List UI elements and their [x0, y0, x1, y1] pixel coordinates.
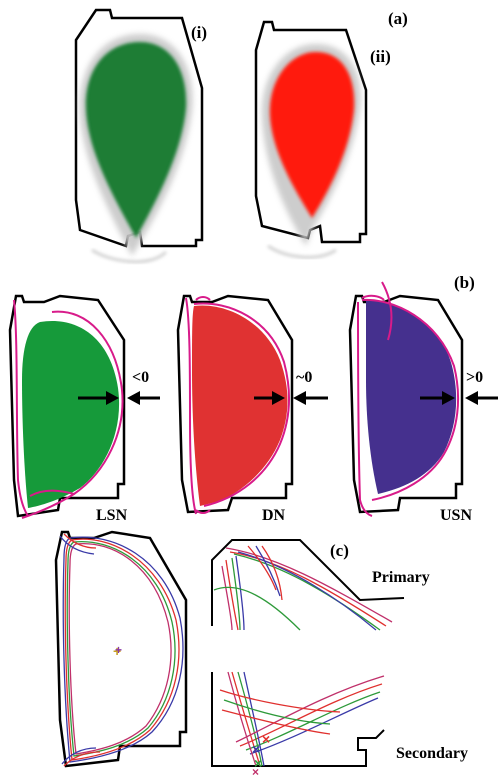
vessel-wall-dn	[176, 294, 294, 514]
sign-lsn: <0	[132, 369, 149, 386]
flux-surfaces	[59, 533, 184, 767]
arrows-usn	[420, 391, 498, 405]
flux-secondary	[219, 671, 385, 767]
panel-a-label: (a)	[388, 9, 408, 28]
panel-a: (i) (ii) (a)	[74, 8, 408, 264]
secondary-label: Secondary	[396, 745, 468, 762]
halo-ii-bottom	[267, 244, 337, 259]
svg-text:×: ×	[254, 755, 262, 771]
vessel-wall-i	[74, 8, 204, 248]
separatrix-dn	[185, 296, 290, 515]
config-usn: >0 USN	[348, 281, 498, 524]
panel-c: (c) + +	[54, 530, 468, 778]
wall-secondary	[211, 672, 385, 767]
x-point-markers: × × × ×	[252, 731, 270, 778]
wall-primary	[211, 539, 405, 626]
config-label-usn: USN	[440, 507, 472, 524]
plasma-dn	[192, 305, 288, 506]
vessel-wall-c	[54, 530, 188, 768]
plasma-i: (i)	[74, 8, 207, 264]
panel-b-label: (b)	[454, 273, 475, 292]
svg-text:×: ×	[252, 765, 259, 778]
svg-text:×: ×	[252, 741, 260, 757]
panel-c-label: (c)	[330, 541, 349, 560]
vessel-wall-lsn	[8, 294, 126, 518]
separatrix-usn	[357, 281, 460, 517]
vessel-wall-ii	[254, 20, 368, 244]
config-dn: ~0 DN	[176, 294, 328, 524]
sign-usn: >0	[466, 369, 483, 386]
magnetic-axis-marker: + +	[113, 643, 122, 659]
panel-a-i-label: (i)	[191, 23, 207, 42]
halo-i-bottom	[91, 248, 168, 264]
svg-text:×: ×	[262, 731, 270, 747]
separatrix-lsn	[13, 299, 124, 519]
primary-label: Primary	[372, 569, 430, 586]
arrows-dn	[254, 391, 328, 405]
sign-dn: ~0	[296, 369, 312, 386]
svg-text:+: +	[113, 643, 121, 659]
svg-text:+: +	[115, 643, 122, 657]
panel-a-ii-label: (ii)	[370, 47, 391, 66]
config-label-lsn: LSN	[96, 507, 128, 524]
config-label-dn: DN	[262, 507, 286, 524]
plasma-core-i-top	[89, 46, 183, 232]
zoom-primary: Primary	[211, 539, 430, 631]
flux-primary	[213, 545, 393, 631]
zoom-secondary: × × × × Secondary	[211, 671, 468, 778]
config-lsn: <0 LSN	[8, 294, 160, 524]
plasma-ii: (ii)	[254, 20, 391, 259]
plasma-usn	[366, 300, 457, 494]
plasma-core-ii-top	[273, 56, 351, 212]
equilibrium-overlay: + +	[54, 530, 188, 768]
arrows-lsn	[78, 391, 160, 405]
panel-b: (b) <0 LSN ~0	[8, 273, 498, 524]
plasma-lsn	[22, 320, 120, 508]
